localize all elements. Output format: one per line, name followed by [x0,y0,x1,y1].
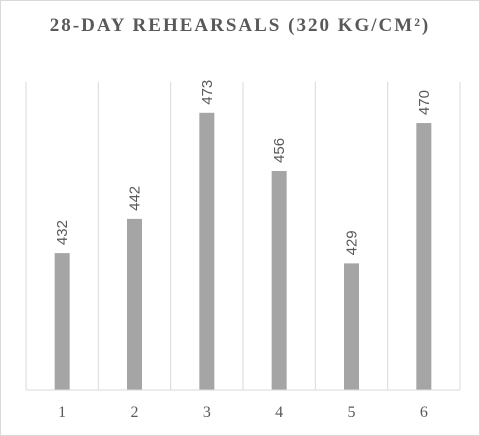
data-label-2: 442 [127,186,144,211]
x-tick-label: 4 [275,404,283,421]
x-tick-label: 1 [58,404,66,421]
bar-3 [199,112,215,391]
chart-title: 28-DAY REHEARSALS (320 KG/CM²) [49,15,431,36]
bar-1 [54,253,70,390]
data-label-6: 470 [416,90,433,115]
data-labels: 432 442 473 456 429 470 [54,80,433,256]
bar-5 [344,263,359,390]
x-axis: 1 2 3 4 5 6 [26,389,460,421]
x-tick-label: 6 [420,404,428,421]
x-tick-label: 2 [131,404,139,421]
data-label-3: 473 [199,80,216,105]
data-label-1: 432 [54,220,71,245]
bar-6 [416,123,432,391]
x-tick-label: 3 [203,404,211,421]
gridlines [25,82,461,390]
data-label-4: 456 [271,138,288,163]
x-tick-label: 5 [348,404,356,421]
data-label-5: 429 [344,230,361,255]
bar-4 [271,170,287,390]
bars [54,112,432,391]
bar-2 [127,218,142,390]
